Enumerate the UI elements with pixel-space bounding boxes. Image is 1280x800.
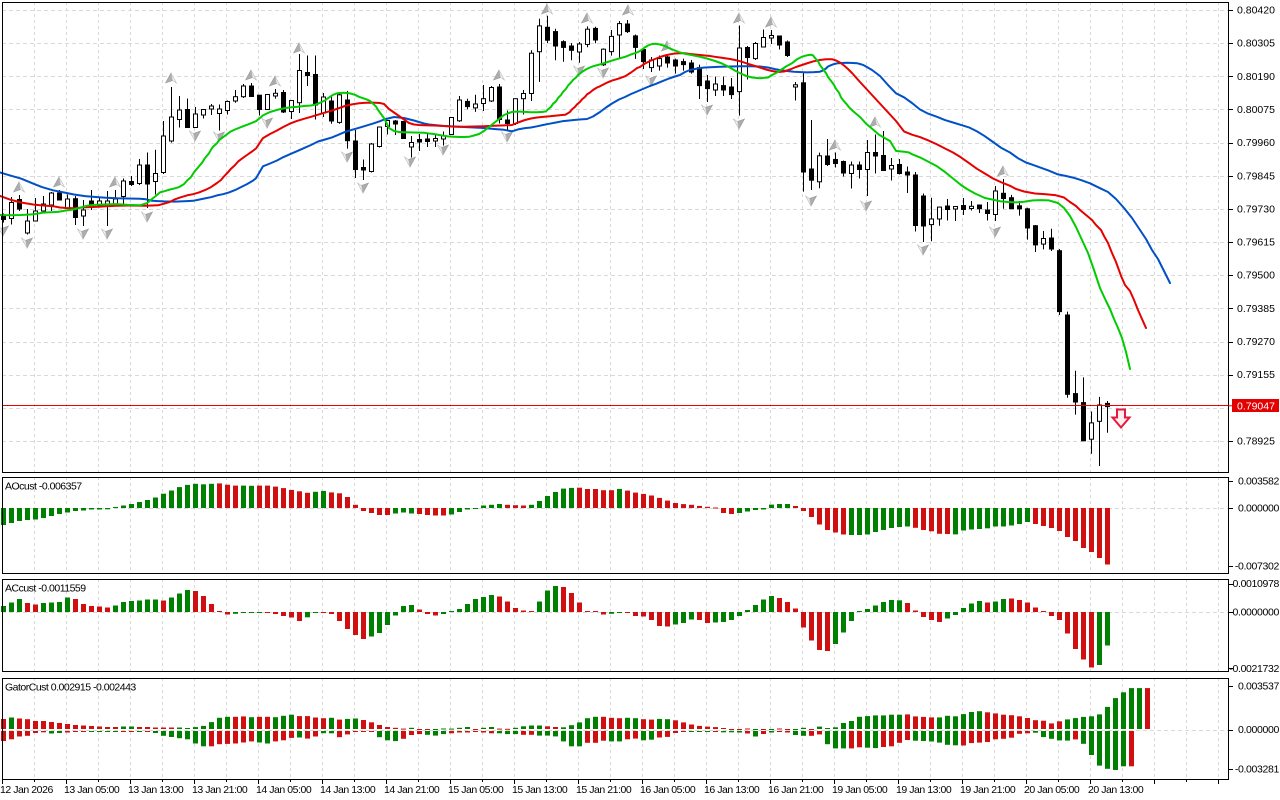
svg-text:16 Jan 13:00: 16 Jan 13:00 [704, 784, 760, 796]
svg-text:16 Jan 05:00: 16 Jan 05:00 [640, 784, 696, 796]
svg-text:15 Jan 05:00: 15 Jan 05:00 [448, 784, 504, 796]
svg-text:13 Jan 05:00: 13 Jan 05:00 [64, 784, 120, 796]
svg-text:0.80075: 0.80075 [1237, 104, 1275, 116]
svg-text:ACcust -0.0011559: ACcust -0.0011559 [5, 583, 86, 595]
svg-text:0.79385: 0.79385 [1237, 303, 1275, 315]
svg-text:0.000000: 0.000000 [1238, 724, 1280, 736]
svg-text:0.000000: 0.000000 [1238, 503, 1280, 515]
svg-text:19 Jan 21:00: 19 Jan 21:00 [960, 784, 1016, 796]
svg-text:0.78925: 0.78925 [1237, 436, 1275, 448]
svg-text:-0.003281: -0.003281 [1235, 764, 1280, 776]
svg-text:14 Jan 13:00: 14 Jan 13:00 [320, 784, 376, 796]
svg-text:0.79500: 0.79500 [1237, 270, 1275, 282]
svg-text:14 Jan 05:00: 14 Jan 05:00 [256, 784, 312, 796]
svg-text:0.79730: 0.79730 [1237, 203, 1275, 215]
svg-text:19 Jan 05:00: 19 Jan 05:00 [832, 784, 888, 796]
svg-text:GatorCust 0.002915 -0.002443: GatorCust 0.002915 -0.002443 [5, 682, 136, 694]
svg-text:15 Jan 21:00: 15 Jan 21:00 [576, 784, 632, 796]
svg-text:12 Jan 2026: 12 Jan 2026 [0, 784, 53, 796]
svg-text:0.80190: 0.80190 [1237, 71, 1275, 83]
svg-text:14 Jan 21:00: 14 Jan 21:00 [384, 784, 440, 796]
svg-text:16 Jan 21:00: 16 Jan 21:00 [768, 784, 824, 796]
svg-text:13 Jan 21:00: 13 Jan 21:00 [192, 784, 248, 796]
svg-text:19 Jan 13:00: 19 Jan 13:00 [896, 784, 952, 796]
svg-text:0.79615: 0.79615 [1237, 237, 1275, 249]
svg-text:0.79155: 0.79155 [1237, 369, 1275, 381]
svg-text:-0.007302: -0.007302 [1235, 561, 1280, 573]
svg-text:0.80305: 0.80305 [1237, 38, 1275, 50]
svg-text:AOcust -0.006357: AOcust -0.006357 [5, 481, 82, 493]
svg-text:0.79845: 0.79845 [1237, 170, 1275, 182]
svg-text:15 Jan 13:00: 15 Jan 13:00 [512, 784, 568, 796]
svg-text:0.003537: 0.003537 [1238, 681, 1280, 693]
svg-text:20 Jan 05:00: 20 Jan 05:00 [1024, 784, 1080, 796]
svg-text:0.79270: 0.79270 [1237, 336, 1275, 348]
svg-text:13 Jan 13:00: 13 Jan 13:00 [128, 784, 184, 796]
svg-text:20 Jan 13:00: 20 Jan 13:00 [1088, 784, 1144, 796]
svg-text:0.0000000: 0.0000000 [1233, 607, 1280, 619]
svg-text:0.003582: 0.003582 [1238, 476, 1280, 488]
svg-text:0.80420: 0.80420 [1237, 5, 1275, 17]
svg-text:-0.0021732: -0.0021732 [1229, 663, 1279, 675]
svg-text:0.0010978: 0.0010978 [1233, 578, 1280, 590]
svg-text:0.79960: 0.79960 [1237, 137, 1275, 149]
svg-text:0.79047: 0.79047 [1237, 401, 1275, 413]
